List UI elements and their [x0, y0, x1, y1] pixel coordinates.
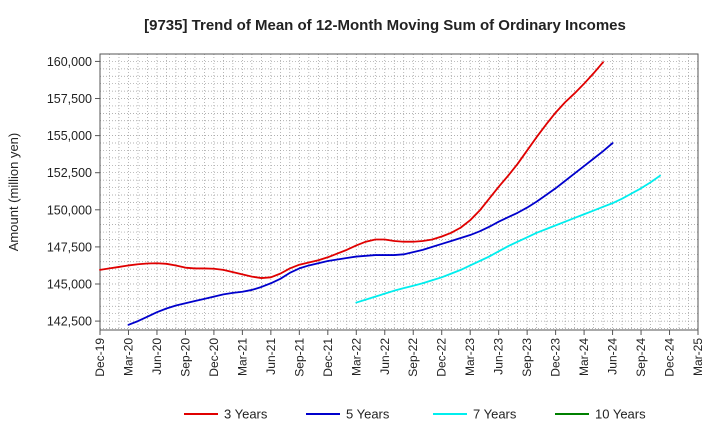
x-tick-label: Jun-22 — [378, 338, 392, 375]
y-tick-label: 157,500 — [47, 92, 92, 106]
legend-label-5-years: 5 Years — [346, 407, 390, 422]
axis-layer: 142,500 145,000 147,500 150,000 152,500 155,0… — [47, 53, 705, 377]
series-line-3-years — [99, 61, 604, 279]
x-tick-label: Dec-21 — [321, 338, 335, 377]
legend-label-3-years: 3 Years — [224, 407, 268, 422]
x-tick-label: Mar-24 — [577, 338, 591, 376]
plot-frame — [99, 53, 699, 331]
x-tick-label: Mar-20 — [121, 338, 135, 376]
y-tick-label: 152,500 — [47, 166, 92, 180]
x-tick-label: Dec-24 — [663, 338, 677, 377]
series-layer — [99, 61, 661, 326]
legend-label-7-years: 7 Years — [473, 407, 517, 422]
y-tick-label: 160,000 — [47, 55, 92, 69]
x-tick-label: Jun-20 — [150, 338, 164, 375]
series-line-5-years — [127, 142, 614, 326]
y-tick-label: 155,000 — [47, 129, 92, 143]
x-tick-label: Dec-23 — [549, 338, 563, 377]
x-tick-label: Sep-24 — [634, 338, 648, 377]
x-tick-label: Sep-21 — [292, 338, 306, 377]
x-tick-label: Dec-22 — [435, 338, 449, 377]
y-tick-label: 142,500 — [47, 315, 92, 329]
x-tick-label: Jun-21 — [264, 338, 278, 375]
y-axis-label: Amount (million yen) — [6, 133, 21, 252]
y-tick-label: 145,000 — [47, 278, 92, 292]
series-line-7-years — [355, 174, 661, 304]
x-tick-label: Dec-20 — [207, 338, 221, 377]
x-tick-label: Sep-22 — [406, 338, 420, 377]
y-tick-label: 147,500 — [47, 240, 92, 254]
x-tick-label: Sep-20 — [178, 338, 192, 377]
chart-title: [9735] Trend of Mean of 12-Month Moving … — [144, 17, 626, 34]
x-tick-label: Dec-19 — [93, 338, 107, 377]
grid-layer — [99, 53, 699, 330]
x-tick-label: Sep-23 — [520, 338, 534, 377]
x-tick-label: Mar-23 — [463, 338, 477, 376]
x-tick-label: Mar-25 — [691, 338, 705, 376]
x-tick-label: Mar-22 — [349, 338, 363, 376]
x-tick-label: Mar-21 — [235, 338, 249, 376]
x-tick-label: Jun-23 — [492, 338, 506, 375]
legend-label-10-years: 10 Years — [595, 407, 646, 422]
legend: 3 Years 5 Years 7 Years 10 Years — [184, 407, 646, 422]
x-tick-label: Jun-24 — [606, 338, 620, 375]
y-tick-label: 150,000 — [47, 203, 92, 217]
